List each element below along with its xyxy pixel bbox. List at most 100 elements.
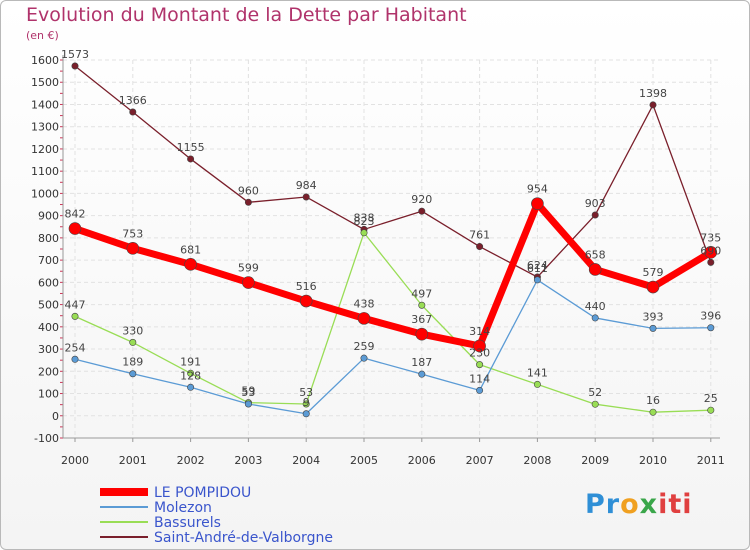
x-tick-label: 2003	[234, 454, 262, 467]
data-point	[184, 258, 197, 271]
data-label: 141	[527, 366, 548, 379]
data-point	[418, 370, 426, 378]
legend: LE POMPIDOUMolezonBassurelsSaint-André-d…	[100, 485, 333, 546]
legend-label: Saint-André-de-Valborgne	[154, 530, 333, 546]
y-tick-label: 500	[38, 299, 59, 312]
data-point	[360, 229, 368, 237]
data-label: 59	[241, 385, 255, 398]
x-tick-label: 2007	[466, 454, 494, 467]
y-tick-label: 1300	[31, 121, 59, 134]
data-point	[649, 408, 657, 416]
data-label: 753	[122, 227, 143, 240]
data-label: 1573	[61, 48, 89, 61]
chart-subtitle: (en €)	[26, 29, 59, 42]
data-label: 611	[527, 262, 548, 275]
data-label: 438	[354, 297, 375, 310]
data-label: 230	[469, 347, 490, 360]
data-label: 367	[411, 313, 432, 326]
data-label: 579	[643, 266, 664, 279]
chart-title: Evolution du Montant de la Dette par Hab…	[26, 4, 467, 26]
data-label: 761	[469, 229, 490, 242]
data-label: 128	[180, 369, 201, 382]
y-tick-label: -100	[34, 432, 59, 445]
data-point	[187, 383, 195, 391]
data-point	[242, 276, 255, 289]
y-tick-label: 1100	[31, 165, 59, 178]
data-point	[129, 370, 137, 378]
data-label: 516	[296, 280, 317, 293]
data-point	[591, 400, 599, 408]
data-point	[187, 155, 195, 163]
data-label: 624	[527, 259, 548, 272]
data-label: 330	[122, 324, 143, 337]
x-tick-label: 2011	[697, 454, 725, 467]
y-tick-label: 1600	[31, 54, 59, 67]
series-molezon	[71, 276, 715, 418]
data-point	[68, 222, 82, 235]
x-tick-label: 2010	[639, 454, 667, 467]
data-label: 396	[700, 310, 721, 323]
data-point	[357, 312, 371, 325]
data-point	[360, 354, 368, 362]
data-label: 690	[700, 244, 721, 257]
data-point	[244, 198, 252, 206]
data-label: 920	[411, 193, 432, 206]
data-point	[476, 361, 484, 369]
data-label: 114	[469, 372, 490, 385]
data-label: 658	[585, 248, 606, 261]
grid-lines	[63, 59, 720, 439]
data-point	[533, 380, 541, 388]
series-line	[74, 232, 711, 413]
data-labels: 1573 1366 1155 960 984 838 920 761 624 903 1398 690…	[61, 48, 721, 409]
data-label: 842	[65, 208, 86, 221]
y-tick-label: 800	[38, 232, 59, 245]
data-point	[531, 197, 544, 210]
x-tick-label: 2006	[408, 454, 436, 467]
data-point	[591, 314, 599, 322]
y-tick-label: 900	[38, 210, 59, 223]
data-point	[299, 294, 313, 308]
data-label: 314	[469, 325, 490, 338]
y-tick-label: 200	[38, 365, 59, 378]
series-layer	[68, 62, 718, 418]
data-label: 447	[65, 298, 86, 311]
data-label: 681	[180, 243, 201, 256]
data-point	[126, 242, 140, 255]
data-point	[302, 410, 310, 418]
x-tick-label: 2008	[523, 454, 551, 467]
data-point	[129, 108, 137, 116]
data-label: 984	[296, 179, 317, 192]
y-tick-label: 400	[38, 321, 59, 334]
y-tick-label: 100	[38, 388, 59, 401]
data-point	[418, 207, 426, 215]
data-label: 823	[354, 215, 375, 228]
y-tick-label: 1400	[31, 98, 59, 111]
series-le-pompidou	[68, 197, 718, 353]
y-tick-label: 1500	[31, 76, 59, 89]
y-tick-label: 600	[38, 276, 59, 289]
data-point	[473, 339, 486, 353]
data-label: 903	[585, 197, 606, 210]
data-point	[649, 101, 657, 109]
data-label: 1366	[119, 94, 147, 107]
legend-label: Bassurels	[154, 515, 221, 531]
y-tick-label: 1000	[31, 187, 59, 200]
data-label: 599	[238, 262, 259, 275]
data-point	[302, 193, 310, 201]
data-label: 440	[585, 300, 606, 313]
data-point	[646, 280, 660, 294]
data-label: 25	[704, 392, 718, 405]
x-tick-label: 2005	[350, 454, 378, 467]
data-point	[476, 386, 484, 394]
data-label: 191	[180, 355, 201, 368]
data-label: 9	[303, 396, 310, 409]
data-label: 960	[238, 184, 259, 197]
data-label: 52	[588, 386, 602, 399]
data-label: 259	[354, 340, 375, 353]
y-tick-label: 300	[38, 343, 59, 356]
data-label: 16	[646, 394, 660, 407]
legend-label: Molezon	[154, 500, 212, 516]
data-point	[533, 276, 541, 284]
data-point	[707, 324, 715, 332]
